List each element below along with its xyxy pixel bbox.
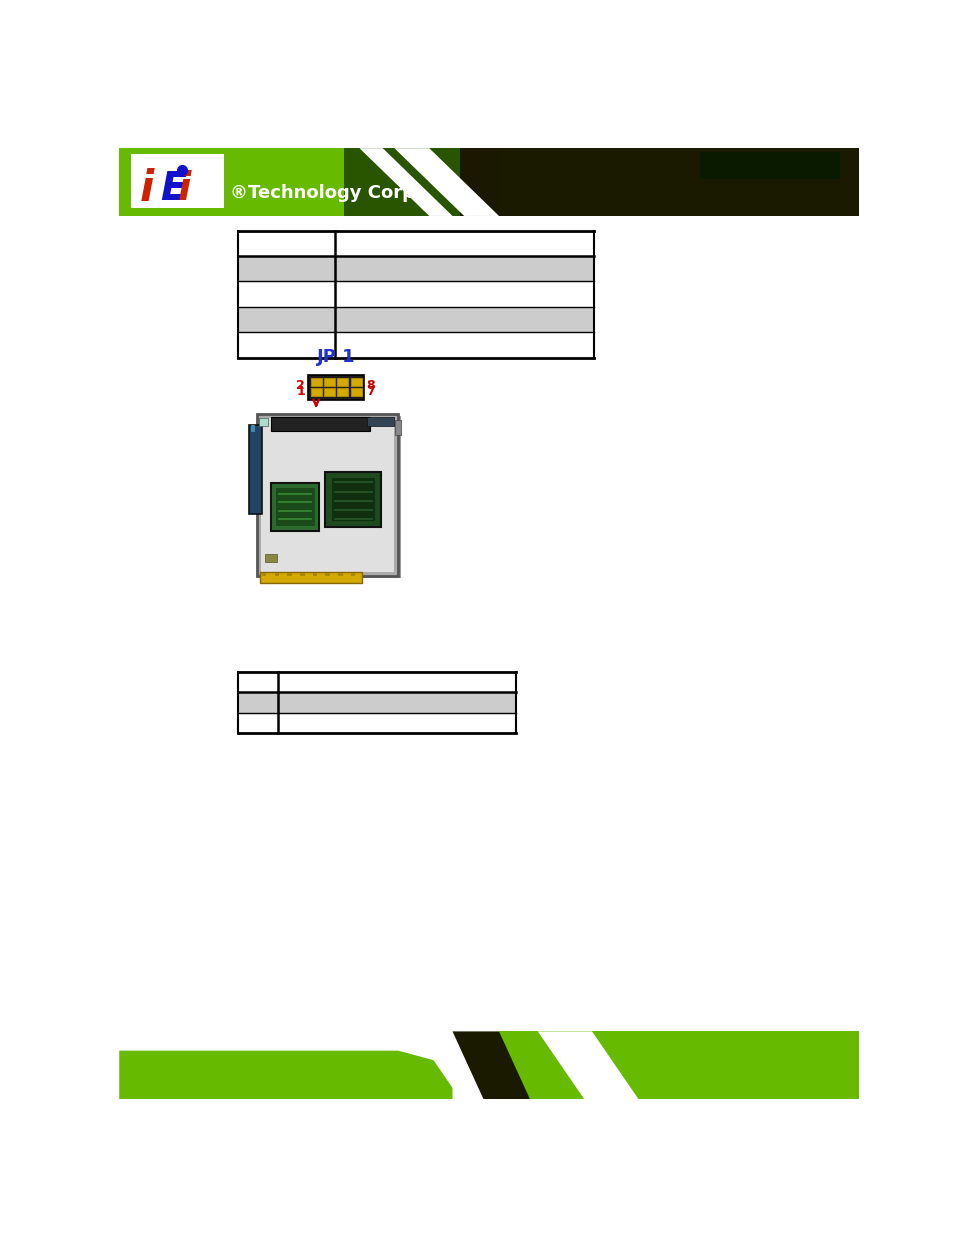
Bar [324,378,335,387]
Bar [258,419,268,426]
Polygon shape [414,1031,498,1099]
Bar [237,282,594,306]
Text: E: E [160,170,187,207]
Polygon shape [359,148,452,216]
Bar [325,573,330,577]
Bar [260,573,361,583]
Bar [237,672,516,693]
Bar [700,152,840,179]
Bar [337,388,348,396]
Bar [274,573,279,577]
Bar [271,417,369,431]
Bar [237,306,594,332]
Polygon shape [119,1051,452,1099]
Text: 8: 8 [366,379,375,393]
Polygon shape [537,1031,638,1099]
Bar [131,154,224,209]
Bar [237,332,594,358]
Bar [249,425,261,514]
Text: 1: 1 [296,384,305,398]
Polygon shape [452,1031,530,1099]
Text: 2: 2 [296,379,305,393]
Text: i: i [140,168,154,210]
Bar [337,573,342,577]
Bar [332,478,375,521]
Bar [395,420,401,436]
Bar [237,693,516,713]
Bar [498,1031,858,1099]
Bar [251,425,254,431]
Bar [237,256,594,282]
Bar [311,378,321,387]
Text: JP 1: JP 1 [316,348,355,366]
Bar [287,573,292,577]
Bar [237,231,594,256]
Bar [351,378,361,387]
Bar [325,472,381,527]
Bar [498,148,858,216]
Bar [337,378,348,387]
Bar [344,148,459,216]
Bar [257,414,397,576]
Text: i: i [177,170,191,207]
Bar [324,388,335,396]
Bar [311,388,321,396]
Bar [351,573,355,577]
Bar [351,388,361,396]
Text: 7: 7 [366,384,375,398]
Bar [367,417,394,426]
Bar [261,417,394,572]
Bar [265,555,276,562]
Bar [459,148,858,216]
Bar [119,1031,452,1099]
Text: ®Technology Corp.: ®Technology Corp. [230,184,421,201]
Bar [308,375,364,400]
Bar [299,573,304,577]
Bar [271,483,319,531]
Bar [119,148,459,216]
Bar [313,573,317,577]
Bar [275,488,314,526]
Polygon shape [394,148,498,216]
Bar [259,416,400,578]
Bar [237,713,516,734]
Bar [261,573,266,577]
